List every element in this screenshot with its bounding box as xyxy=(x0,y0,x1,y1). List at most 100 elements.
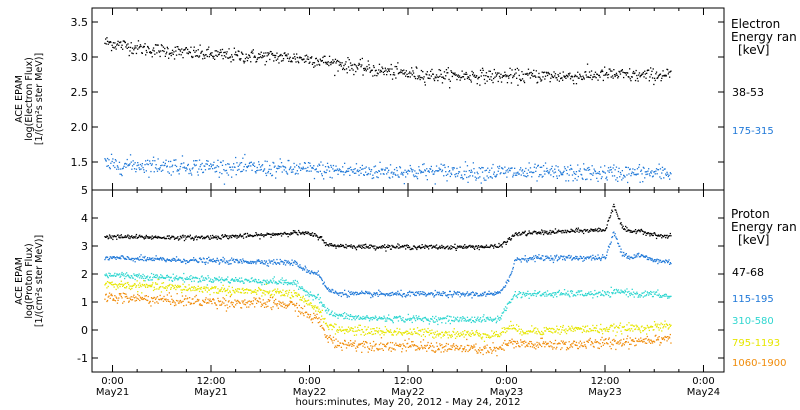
data-point xyxy=(347,170,350,172)
data-point xyxy=(377,295,379,297)
data-point xyxy=(622,225,624,227)
data-point xyxy=(456,335,458,338)
data-point xyxy=(154,53,156,55)
data-point xyxy=(451,75,453,78)
data-point xyxy=(421,293,423,295)
data-point xyxy=(112,236,115,238)
data-point xyxy=(531,74,533,76)
data-point xyxy=(142,256,144,258)
data-point xyxy=(366,328,368,330)
data-point xyxy=(304,300,306,302)
data-point xyxy=(320,161,322,163)
data-point xyxy=(132,237,134,239)
data-point xyxy=(560,174,562,176)
data-point xyxy=(282,294,285,297)
data-point xyxy=(655,291,657,293)
data-point xyxy=(112,42,115,44)
data-point xyxy=(560,172,562,174)
data-point xyxy=(537,165,539,167)
data-point xyxy=(346,245,348,247)
data-point xyxy=(414,318,416,320)
data-point xyxy=(268,292,270,294)
data-point xyxy=(414,291,417,294)
data-point xyxy=(490,176,492,178)
data-point xyxy=(206,291,208,293)
data-point xyxy=(474,248,476,250)
data-point xyxy=(258,281,260,283)
data-point xyxy=(277,282,279,285)
data-point xyxy=(166,259,168,261)
data-point xyxy=(437,317,440,319)
data-point xyxy=(288,289,291,291)
data-point xyxy=(468,293,470,295)
data-point xyxy=(355,294,358,296)
data-point xyxy=(583,259,585,261)
data-point xyxy=(360,66,362,68)
data-point xyxy=(333,245,335,247)
data-point xyxy=(667,175,669,178)
data-point xyxy=(539,232,541,235)
data-point xyxy=(150,284,152,286)
data-point xyxy=(511,69,513,71)
data-point xyxy=(583,77,585,79)
data-point xyxy=(269,290,271,292)
data-point xyxy=(269,164,271,167)
data-point xyxy=(442,291,444,293)
data-point xyxy=(276,167,278,169)
data-point xyxy=(470,79,472,81)
data-point xyxy=(160,277,163,279)
data-point xyxy=(240,171,242,173)
data-point xyxy=(476,319,478,322)
data-point xyxy=(133,284,135,286)
data-point xyxy=(322,304,324,306)
data-point xyxy=(153,275,155,278)
data-point xyxy=(143,169,145,171)
data-point xyxy=(654,79,656,82)
data-point xyxy=(386,328,388,330)
data-point xyxy=(474,316,476,318)
data-point xyxy=(593,257,595,259)
data-point xyxy=(154,288,156,290)
data-point xyxy=(254,261,256,263)
data-point xyxy=(504,286,506,288)
data-point xyxy=(224,170,226,172)
data-point xyxy=(549,259,551,261)
data-point xyxy=(174,276,176,278)
data-point xyxy=(116,284,118,286)
data-point xyxy=(152,49,154,51)
data-point xyxy=(359,167,361,169)
data-point xyxy=(129,236,132,238)
data-point xyxy=(313,234,315,237)
data-point xyxy=(444,291,446,294)
data-point xyxy=(574,258,576,260)
data-point xyxy=(475,292,477,294)
data-point xyxy=(372,65,375,67)
data-point xyxy=(127,281,129,284)
data-point xyxy=(669,235,671,237)
data-point xyxy=(590,178,592,181)
data-point xyxy=(139,284,142,286)
data-point xyxy=(126,274,128,277)
data-point xyxy=(614,233,616,235)
data-point xyxy=(662,235,664,238)
data-point xyxy=(500,172,502,174)
data-point xyxy=(297,294,299,296)
data-point xyxy=(627,229,629,231)
data-point xyxy=(250,281,252,283)
data-point xyxy=(588,229,591,232)
data-point xyxy=(586,256,589,258)
data-point xyxy=(305,271,308,273)
data-point xyxy=(340,171,342,173)
data-point xyxy=(373,166,375,168)
data-point xyxy=(280,166,282,168)
data-point xyxy=(254,171,256,173)
data-point xyxy=(182,57,184,59)
data-point xyxy=(590,228,593,230)
data-point xyxy=(618,218,620,220)
data-point xyxy=(243,233,245,235)
data-point xyxy=(657,234,660,236)
data-point xyxy=(592,174,594,176)
data-point xyxy=(154,236,156,238)
data-point xyxy=(368,320,371,322)
data-point xyxy=(291,169,293,171)
